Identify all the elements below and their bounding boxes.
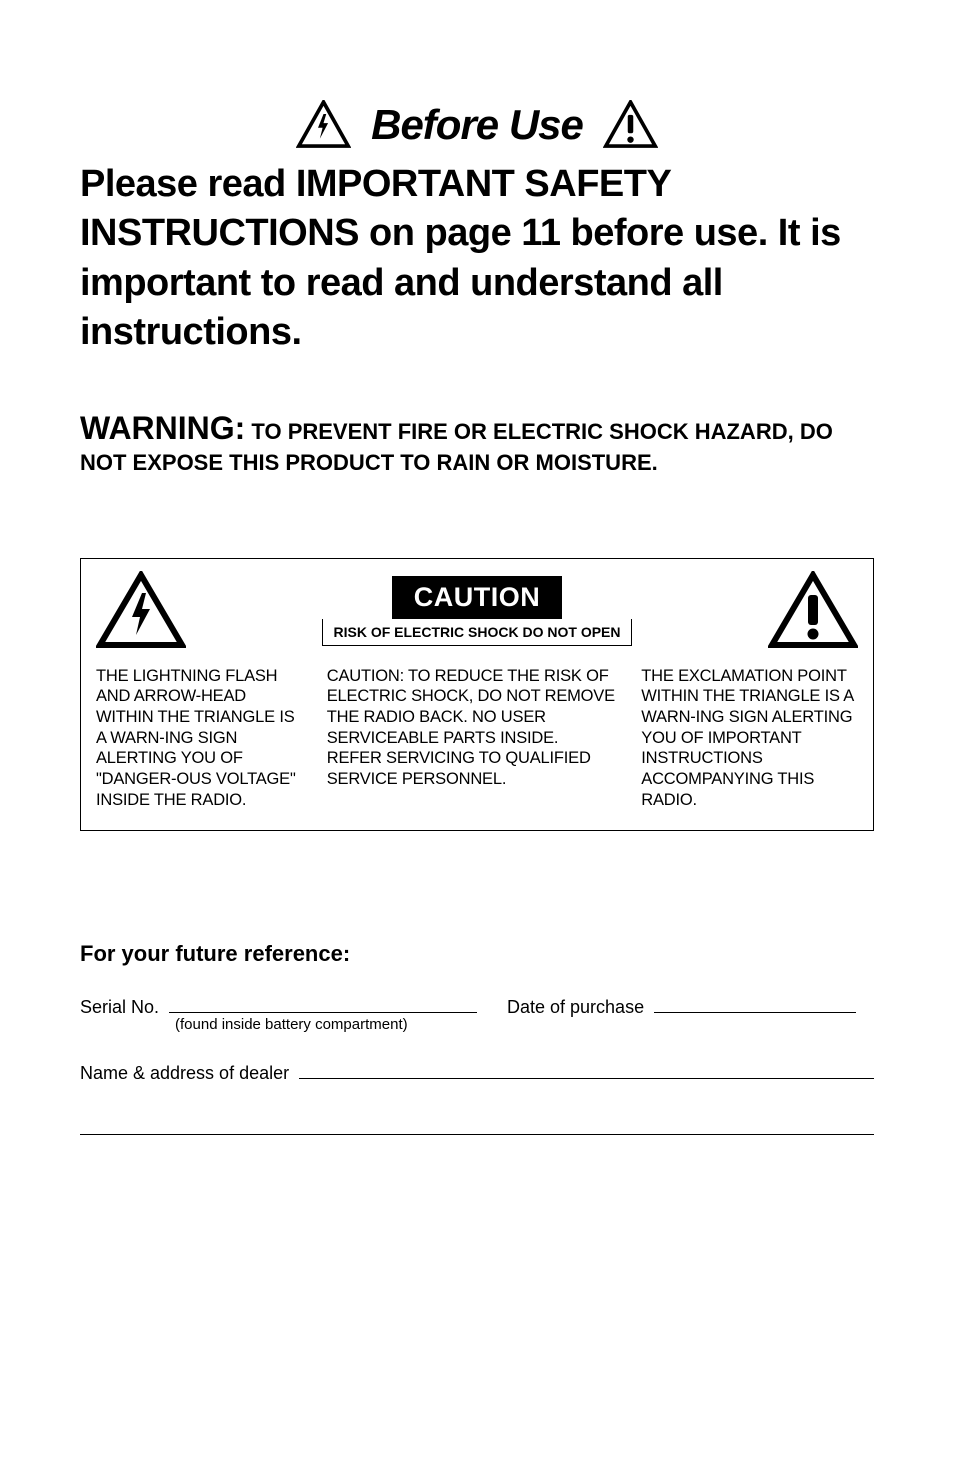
- caution-label: CAUTION: [392, 576, 563, 619]
- form-row-dealer: Name & address of dealer: [80, 1061, 874, 1084]
- caution-column-1: THE LIGHTNING FLASH AND ARROW-HEAD WITHI…: [96, 666, 302, 810]
- serial-group: Serial No. (found inside battery compart…: [80, 995, 477, 1033]
- caution-top-row: CAUTION RISK OF ELECTRIC SHOCK DO NOT OP…: [96, 571, 858, 651]
- date-of-purchase-input-line[interactable]: [654, 995, 856, 1013]
- caution-center-labels: CAUTION RISK OF ELECTRIC SHOCK DO NOT OP…: [322, 576, 631, 646]
- serial-note: (found inside battery compartment): [175, 1016, 477, 1033]
- lightning-triangle-icon: [296, 100, 351, 150]
- future-reference-heading: For your future reference:: [80, 941, 874, 967]
- dealer-input-line[interactable]: [299, 1061, 874, 1079]
- dealer-label: Name & address of dealer: [80, 1063, 289, 1084]
- caution-column-2: CAUTION: TO REDUCE THE RISK OF ELECTRIC …: [327, 666, 617, 810]
- serial-line: Serial No.: [80, 995, 477, 1018]
- lightning-triangle-icon-large: [96, 571, 186, 651]
- warning-label: WARNING:: [80, 410, 245, 446]
- caution-column-3: THE EXCLAMATION POINT WITHIN THE TRIANGL…: [641, 666, 870, 810]
- caution-box: CAUTION RISK OF ELECTRIC SHOCK DO NOT OP…: [80, 558, 874, 831]
- serial-number-input-line[interactable]: [169, 995, 477, 1013]
- date-of-purchase-label: Date of purchase: [507, 997, 644, 1018]
- date-group: Date of purchase: [507, 995, 856, 1018]
- exclamation-triangle-icon: [603, 100, 658, 150]
- risk-label: RISK OF ELECTRIC SHOCK DO NOT OPEN: [322, 619, 631, 646]
- bottom-divider: [80, 1134, 874, 1135]
- caution-text-row: THE LIGHTNING FLASH AND ARROW-HEAD WITHI…: [96, 666, 858, 810]
- main-instructions-text: Please read IMPORTANT SAFETY INSTRUCTION…: [80, 160, 874, 358]
- exclamation-triangle-icon-large: [768, 571, 858, 651]
- page-title: Before Use: [371, 101, 583, 149]
- form-row-serial-date: Serial No. (found inside battery compart…: [80, 995, 874, 1033]
- header-row: Before Use: [80, 100, 874, 150]
- warning-block: WARNING: TO PREVENT FIRE OR ELECTRIC SHO…: [80, 408, 874, 478]
- serial-number-label: Serial No.: [80, 997, 159, 1018]
